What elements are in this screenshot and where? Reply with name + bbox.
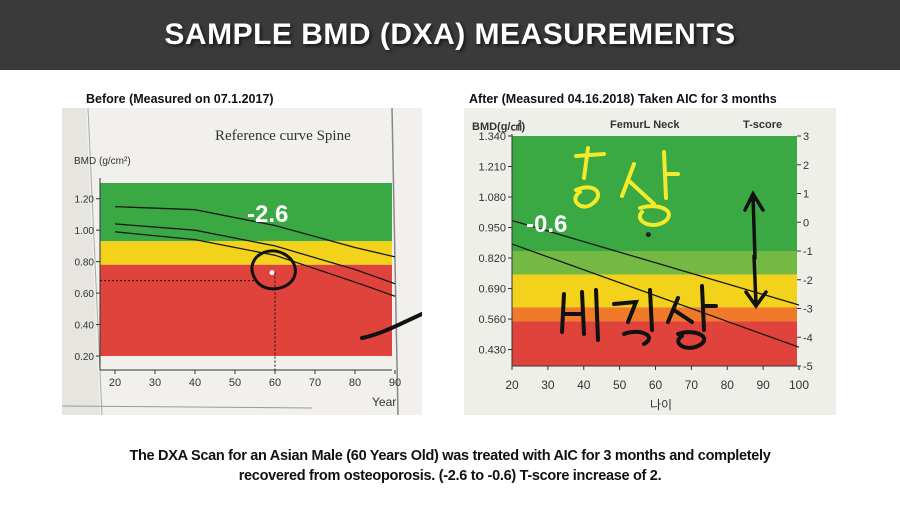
y2-tick-label: 2 bbox=[803, 160, 809, 172]
y-tick-label: 1.20 bbox=[75, 195, 95, 206]
y-axis-label: BMD(g/㎠) bbox=[472, 119, 525, 133]
band-red bbox=[100, 264, 392, 356]
x-tick-label: 20 bbox=[505, 378, 519, 392]
handwriting-stroke bbox=[560, 288, 600, 342]
x-tick-label: 80 bbox=[349, 377, 361, 389]
y-tick-label: 0.80 bbox=[75, 258, 95, 269]
x-tick-label: 30 bbox=[541, 378, 555, 392]
y-tick-label: 1.00 bbox=[75, 226, 95, 237]
y2-tick-label: 1 bbox=[803, 189, 809, 201]
after-chart: BMD(g/㎠) FemurL Neck T-score 1.340 1.210 1… bbox=[464, 108, 836, 415]
y-tick-label: 0.560 bbox=[478, 314, 506, 326]
caption-before: Before (Measured on 07.1.2017) bbox=[86, 92, 274, 106]
y-tick-label: 1.210 bbox=[478, 162, 506, 174]
reference-curve-2 bbox=[511, 243, 800, 348]
reference-curve-2 bbox=[114, 223, 396, 285]
x-tick-label: 20 bbox=[109, 377, 121, 389]
x-tick-label: 50 bbox=[229, 377, 241, 389]
reference-curve-1 bbox=[114, 205, 396, 258]
y2-tick-label: -3 bbox=[803, 304, 813, 316]
reference-curve-3 bbox=[114, 231, 396, 297]
band-orange bbox=[512, 307, 797, 322]
y2-tick-label: -4 bbox=[803, 332, 813, 344]
band-green bbox=[100, 183, 392, 242]
handwriting-stroke bbox=[620, 150, 680, 227]
x-axis-label: Year bbox=[372, 395, 396, 409]
y-tick-label: 0.60 bbox=[75, 289, 95, 300]
y-axis-label: BMD (g/cm²) bbox=[74, 156, 131, 167]
handwriting-stroke bbox=[573, 146, 606, 209]
y-tick-label: 0.430 bbox=[478, 345, 506, 357]
page-title: SAMPLE BMD (DXA) MEASUREMENTS bbox=[164, 18, 736, 51]
measurement-point bbox=[269, 270, 275, 276]
handwriting-stroke bbox=[666, 284, 718, 350]
x-tick-label: 100 bbox=[789, 378, 809, 392]
y2-axis-label: T-score bbox=[743, 119, 782, 131]
tscore-label: -2.6 bbox=[247, 201, 288, 228]
tscore-label: -0.6 bbox=[526, 211, 567, 238]
before-chart-photo: Reference curve Spine BMD (g/cm²) 1.20 1.… bbox=[62, 108, 422, 415]
pen-mark bbox=[360, 311, 422, 340]
x-tick-label: 80 bbox=[721, 378, 735, 392]
handwriting-stroke bbox=[612, 288, 654, 346]
x-tick-label: 70 bbox=[685, 378, 699, 392]
after-chart-photo: BMD(g/㎠) FemurL Neck T-score 1.340 1.210 1… bbox=[464, 108, 836, 415]
y-tick-label: 0.20 bbox=[75, 352, 95, 363]
y-tick-label: 0.950 bbox=[478, 223, 506, 235]
y-tick-label: 0.690 bbox=[478, 284, 506, 296]
y-tick-label: 0.820 bbox=[478, 253, 506, 265]
down-arrow-icon bbox=[744, 254, 768, 310]
chart-title: Reference curve Spine bbox=[215, 128, 351, 144]
x-tick-label: 40 bbox=[189, 377, 201, 389]
y2-tick-label: 3 bbox=[803, 131, 809, 143]
reference-curve-1 bbox=[511, 219, 800, 306]
band-yellow bbox=[100, 241, 392, 265]
up-arrow-icon bbox=[743, 190, 765, 260]
chart-title: FemurL Neck bbox=[610, 119, 680, 131]
header-bar: SAMPLE BMD (DXA) MEASUREMENTS bbox=[0, 0, 900, 70]
caption-after: After (Measured 04.16.2018) Taken AIC fo… bbox=[469, 92, 777, 106]
summary-text: The DXA Scan for an Asian Male (60 Years… bbox=[40, 446, 860, 486]
y-tick-label: 1.340 bbox=[478, 131, 506, 143]
y2-tick-label: -1 bbox=[803, 246, 813, 258]
x-tick-label: 90 bbox=[756, 378, 770, 392]
y2-tick-label: -2 bbox=[803, 275, 813, 287]
y2-tick-label: -5 bbox=[803, 361, 813, 373]
band-green bbox=[512, 136, 797, 251]
x-tick-label: 90 bbox=[389, 377, 401, 389]
x-tick-label: 60 bbox=[649, 378, 663, 392]
x-tick-label: 50 bbox=[613, 378, 627, 392]
x-tick-label: 30 bbox=[149, 377, 161, 389]
summary-line-2: recovered from osteoporosis. (-2.6 to -0… bbox=[238, 468, 662, 484]
y-tick-label: 1.080 bbox=[478, 192, 506, 204]
x-tick-label: 60 bbox=[269, 377, 281, 389]
x-tick-label: 40 bbox=[577, 378, 591, 392]
x-tick-label: 70 bbox=[309, 377, 321, 389]
y-tick-label: 0.40 bbox=[75, 321, 95, 332]
measurement-circle bbox=[250, 249, 297, 291]
measurement-point bbox=[645, 232, 651, 238]
summary-line-1: The DXA Scan for an Asian Male (60 Years… bbox=[129, 448, 771, 464]
x-axis-label: 나이 bbox=[650, 398, 672, 412]
y2-tick-label: 0 bbox=[803, 217, 809, 229]
before-chart: Reference curve Spine BMD (g/cm²) 1.20 1.… bbox=[62, 108, 422, 415]
band-red bbox=[512, 321, 797, 366]
